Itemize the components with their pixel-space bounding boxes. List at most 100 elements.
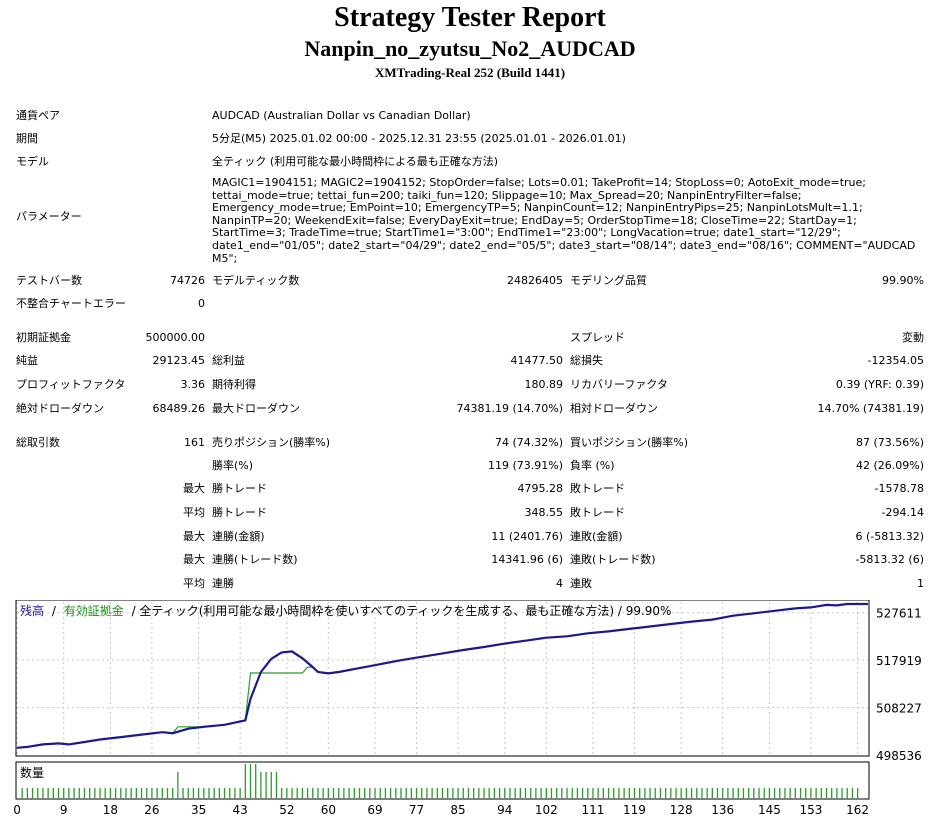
x-tick-label: 60 [321, 803, 336, 817]
avg-win-label: 勝トレード [212, 506, 267, 519]
max-loss-label: 敗トレード [570, 482, 625, 495]
quality-value: 99.90% [882, 274, 924, 287]
legend-rest: / 全ティック(利用可能な最小時間枠を使いすべてのティックを生成する、最も正確な… [132, 603, 672, 618]
gross-loss-value: -12354.05 [867, 354, 924, 367]
recovery-value: 0.39 (YRF: 0.39) [835, 378, 924, 391]
avg-win-value: 348.55 [524, 506, 564, 519]
net-label: 純益 [16, 354, 38, 367]
consec-loss-amt-value: 6 (-5813.32) [855, 530, 924, 543]
recovery-label: リカバリーファクタ [570, 378, 668, 391]
symbol-value: AUDCAD (Australian Dollar vs Canadian Do… [212, 109, 471, 122]
abs-dd-value: 68489.26 [152, 402, 206, 415]
x-tick-label: 77 [409, 803, 424, 817]
max-dd-label: 最大ドローダウン [212, 402, 300, 415]
x-tick-label: 43 [232, 803, 247, 817]
pf-label: プロフィットファクタ [16, 378, 126, 391]
consec-loss-value: 1 [917, 577, 924, 590]
consec-win-label: 連勝 [212, 577, 234, 590]
legend-equity: 有効証拠金 [64, 603, 124, 618]
x-tick-label: 0 [14, 803, 21, 817]
quality-label: モデリング品質 [570, 274, 647, 287]
short-label: 売りポジション(勝率%) [212, 436, 331, 449]
gross-profit-value: 41477.50 [510, 354, 564, 367]
max-label-3: 最大 [183, 553, 205, 566]
gross-loss-label: 総損失 [570, 354, 603, 367]
mismatch-label: 不整合チャートエラー [16, 297, 126, 310]
winrate-label: 勝率(%) [212, 459, 254, 472]
x-tick-label: 153 [799, 803, 822, 817]
x-tick-label: 128 [670, 803, 693, 817]
expected-value: 180.89 [524, 378, 564, 391]
legend-sep: / [52, 604, 57, 618]
period-value: 5分足(M5) 2025.01.02 00:00 - 2025.12.31 23… [212, 132, 626, 145]
x-tick-label: 145 [758, 803, 781, 817]
x-tick-label: 111 [582, 803, 605, 817]
avg-label: 平均 [183, 506, 205, 519]
short-value: 74 (74.32%) [494, 436, 563, 449]
lossrate-label: 負率 (%) [570, 459, 615, 472]
max-win-value: 4795.28 [517, 482, 564, 495]
bars-label: テストバー数 [16, 274, 82, 287]
y-tick-label: 498536 [876, 749, 922, 763]
max-dd-value: 74381.19 (14.70%) [456, 402, 563, 415]
deposit-value: 500000.00 [145, 331, 206, 344]
chart-main-frame [15, 600, 870, 757]
consec-win-cnt-label: 連勝(トレード数) [212, 553, 298, 566]
x-tick-label: 35 [191, 803, 206, 817]
avg-loss-label: 敗トレード [570, 506, 625, 519]
spread-label: スプレッド [570, 331, 625, 344]
consec-loss-label: 連敗 [570, 577, 592, 590]
symbol-label: 通貨ペア [16, 109, 60, 122]
mismatch-value: 0 [198, 297, 205, 310]
consec-win-amt-value: 11 (2401.76) [491, 530, 563, 543]
ticks-value: 24826405 [507, 274, 563, 287]
avg-label-2: 平均 [183, 577, 205, 590]
volume-label: 数量 [20, 765, 44, 780]
x-tick-label: 9 [60, 803, 68, 817]
spread-value: 変動 [902, 331, 924, 344]
consec-win-cnt-value: 14341.96 (6) [491, 553, 563, 566]
x-tick-label: 102 [535, 803, 558, 817]
chart-legend: 残高 / 有効証拠金 / 全ティック(利用可能な最小時間枠を使いすべてのティック… [20, 603, 671, 618]
consec-loss-amt-label: 連敗(金額) [570, 530, 623, 543]
total-trades-value: 161 [184, 436, 205, 449]
balance-line [16, 602, 868, 749]
abs-dd-label: 絶対ドローダウン [16, 402, 104, 415]
long-value: 87 (73.56%) [855, 436, 924, 449]
deposit-label: 初期証拠金 [16, 331, 71, 344]
x-tick-label: 52 [279, 803, 294, 817]
consec-win-amt-label: 連勝(金額) [212, 530, 265, 543]
report-title: Strategy Tester Report [334, 2, 606, 33]
x-tick-label: 136 [711, 803, 734, 817]
bars-value: 74726 [170, 274, 205, 287]
max-label: 最大 [183, 482, 205, 495]
model-label: モデル [16, 155, 49, 168]
y-tick-label: 527611 [876, 607, 922, 621]
rel-dd-label: 相対ドローダウン [570, 402, 658, 415]
rel-dd-value: 14.70% (74381.19) [817, 402, 924, 415]
ticks-label: モデルティック数 [212, 274, 300, 287]
net-value: 29123.45 [152, 354, 206, 367]
x-tick-label: 94 [497, 803, 512, 817]
balance-chart: 残高 / 有効証拠金 / 全ティック(利用可能な最小時間枠を使いすべてのティック… [14, 600, 922, 817]
x-tick-label: 69 [367, 803, 382, 817]
legend-balance: 残高 [20, 603, 44, 618]
lossrate-value: 42 (26.09%) [855, 459, 924, 472]
consec-loss-cnt-value: -5813.32 (6) [855, 553, 924, 566]
avg-loss-value: -294.14 [881, 506, 924, 519]
x-tick-label: 162 [846, 803, 869, 817]
y-tick-label: 508227 [876, 702, 922, 716]
params-label: パラメーター [16, 210, 82, 223]
x-tick-label: 18 [103, 803, 118, 817]
winrate-value: 119 (73.91%) [487, 459, 563, 472]
pf-value: 3.36 [180, 378, 206, 391]
x-tick-label: 85 [450, 803, 465, 817]
y-tick-label: 517919 [876, 654, 922, 668]
max-label-2: 最大 [183, 530, 205, 543]
total-trades-label: 総取引数 [16, 436, 60, 449]
expected-label: 期待利得 [212, 378, 256, 391]
period-label: 期間 [16, 132, 38, 145]
params-value: MAGIC1=1904151; MAGIC2=1904152; StopOrde… [212, 176, 916, 265]
max-win-label: 勝トレード [212, 482, 267, 495]
max-loss-value: -1578.78 [874, 482, 924, 495]
